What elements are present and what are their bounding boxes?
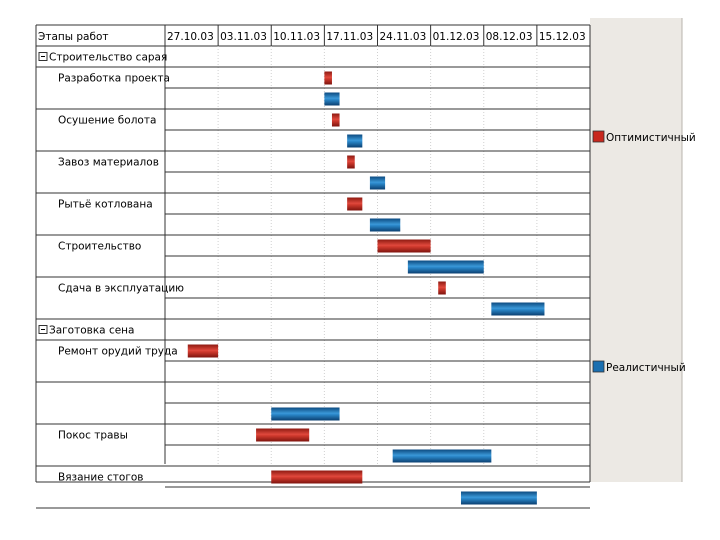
group-label: Заготовка сена — [49, 325, 134, 337]
legend-label: Реалистичный — [606, 362, 686, 374]
legend-swatch — [592, 360, 605, 373]
task-label: Завоз материалов — [58, 157, 159, 169]
x-tick-label: 10.11.03 — [273, 31, 320, 43]
x-tick-label: 03.11.03 — [220, 31, 267, 43]
task-label: Разработка проекта — [58, 73, 170, 85]
task-label: Сдача в эксплуатацию — [58, 283, 184, 295]
x-tick-label: 17.11.03 — [326, 31, 373, 43]
legend-label: Оптимистичный — [606, 132, 696, 144]
header-label: Этапы работ — [38, 31, 109, 43]
group-label: Строительство сарая — [49, 52, 167, 64]
bar-realistic — [347, 134, 363, 148]
task-label: Покос травы — [58, 430, 128, 442]
bar-optimistic — [347, 155, 355, 169]
bars — [187, 71, 545, 505]
bar-optimistic — [347, 197, 363, 211]
x-tick-labels: 27.10.03 03.11.03 10.11.03 17.11.03 24.11.03… — [167, 31, 586, 43]
x-tick-label: 01.12.03 — [433, 31, 480, 43]
x-tick-label: 27.10.03 — [167, 31, 214, 43]
bar-optimistic — [438, 281, 446, 295]
bar-realistic — [369, 176, 386, 190]
bar-realistic — [392, 449, 492, 463]
legend-panel — [590, 18, 682, 482]
bar-optimistic — [187, 344, 219, 358]
bar-realistic — [460, 491, 537, 505]
task-label: Ремонт орудий труда — [58, 346, 178, 358]
bar-realistic — [407, 260, 484, 274]
bar-realistic — [369, 218, 401, 232]
task-labels: Этапы работ Строительство сарая Разработка… — [38, 31, 184, 484]
bar-optimistic — [377, 239, 431, 253]
legend-swatch — [592, 130, 605, 143]
bar-realistic — [324, 92, 340, 106]
bar-realistic — [491, 302, 545, 316]
x-tick-label: 24.11.03 — [380, 31, 427, 43]
task-label: Строительство — [58, 241, 141, 253]
task-label: Осушение болота — [58, 115, 156, 127]
bar-optimistic — [324, 71, 332, 85]
task-label: Рытьё котлована — [58, 199, 153, 211]
x-tick-label: 15.12.03 — [539, 31, 586, 43]
x-tick-label: 08.12.03 — [486, 31, 533, 43]
bar-optimistic — [331, 113, 340, 127]
bar-realistic — [271, 407, 340, 421]
chart-background — [36, 18, 682, 482]
bar-optimistic — [256, 428, 310, 442]
task-label: Вязание стогов — [58, 472, 143, 484]
legend: Оптимистичный Реалистичный — [592, 130, 696, 374]
bar-optimistic — [271, 470, 363, 484]
